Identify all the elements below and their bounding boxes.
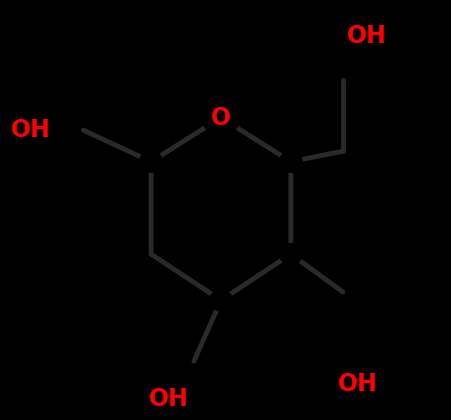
Circle shape [280,244,302,265]
Text: O: O [211,105,231,130]
Text: OH: OH [149,387,189,411]
Text: OH: OH [11,118,51,142]
Circle shape [140,151,162,172]
Circle shape [280,151,302,172]
Text: OH: OH [338,372,378,396]
Text: OH: OH [347,24,387,48]
Circle shape [202,100,240,135]
Circle shape [210,290,232,311]
